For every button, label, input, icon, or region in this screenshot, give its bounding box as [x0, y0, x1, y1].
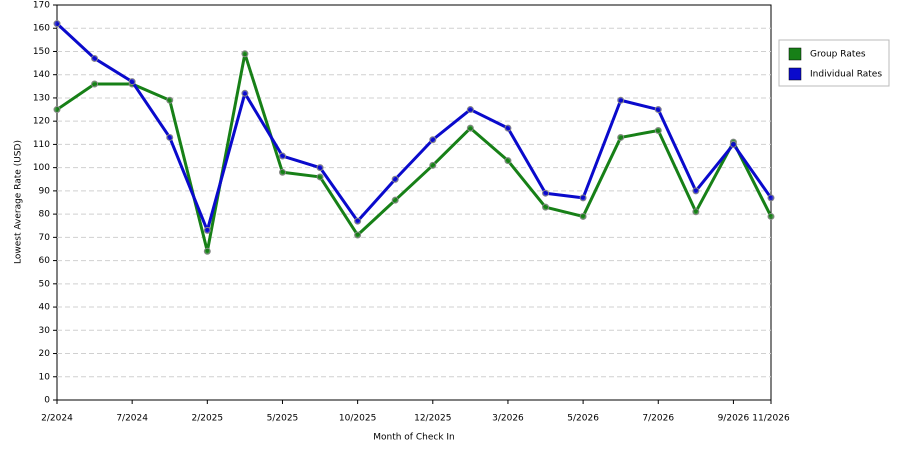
y-tick-label: 60	[39, 256, 51, 266]
data-point	[504, 124, 512, 132]
y-axis-label: Lowest Average Rate (USD)	[14, 140, 24, 264]
data-point	[466, 124, 474, 132]
legend-label: Group Rates	[810, 50, 866, 60]
series-line	[55, 22, 773, 232]
data-point	[617, 96, 625, 104]
data-point	[354, 217, 362, 225]
data-point	[391, 175, 399, 183]
data-point	[692, 187, 700, 195]
y-tick-label: 150	[33, 47, 50, 57]
data-point	[91, 80, 99, 88]
data-point	[241, 89, 249, 97]
data-point	[429, 136, 437, 144]
y-tick-label: 80	[39, 210, 51, 220]
legend-swatch	[788, 47, 802, 61]
x-tick-label: 9/2026	[718, 414, 750, 424]
x-tick-label: 10/2025	[339, 414, 376, 424]
legend-swatch	[788, 67, 802, 81]
data-point	[617, 133, 625, 141]
y-tick-label: 20	[39, 349, 51, 359]
data-point	[91, 54, 99, 62]
y-tick-label: 110	[33, 140, 50, 150]
y-tick-label: 0	[44, 396, 50, 406]
data-point	[166, 96, 174, 104]
y-tick-label: 160	[33, 24, 50, 34]
y-tick-label: 40	[39, 303, 51, 313]
data-point	[354, 231, 362, 239]
data-point	[391, 196, 399, 204]
x-tick-label: 11/2026	[752, 414, 790, 424]
data-point	[767, 194, 775, 202]
x-tick-label: 7/2026	[642, 414, 674, 424]
x-tick-label: 7/2024	[116, 414, 148, 424]
data-point	[542, 189, 550, 197]
data-point	[692, 208, 700, 216]
y-tick-label: 100	[33, 163, 50, 173]
plot-area	[56, 4, 772, 401]
data-point	[278, 152, 286, 160]
data-point	[128, 78, 136, 86]
data-point	[729, 140, 737, 148]
y-tick-label: 90	[39, 186, 51, 196]
x-tick-label: 5/2025	[267, 414, 299, 424]
y-tick-label: 70	[39, 233, 51, 243]
data-point	[316, 173, 324, 181]
data-point	[241, 50, 249, 58]
data-point	[579, 194, 587, 202]
data-point	[767, 212, 775, 220]
x-axis-label: Month of Check In	[373, 433, 455, 443]
y-tick-label: 140	[33, 70, 50, 80]
data-point	[316, 164, 324, 172]
x-tick-label: 3/2026	[492, 414, 524, 424]
data-point	[203, 247, 211, 255]
data-point	[278, 168, 286, 176]
data-point	[654, 126, 662, 134]
data-point	[429, 161, 437, 169]
y-tick-label: 120	[33, 117, 50, 127]
data-point	[53, 20, 61, 28]
y-tick-label: 130	[33, 93, 50, 103]
data-point	[466, 106, 474, 114]
x-tick-label: 12/2025	[414, 414, 451, 424]
series-line	[56, 52, 773, 253]
data-point	[504, 157, 512, 165]
data-point	[654, 106, 662, 114]
y-tick-label: 50	[39, 279, 51, 289]
data-point	[203, 226, 211, 234]
y-tick-label: 10	[39, 372, 51, 382]
x-tick-label: 5/2026	[567, 414, 599, 424]
data-point	[53, 106, 61, 114]
y-tick-label: 170	[33, 1, 50, 11]
data-point	[166, 133, 174, 141]
data-point	[542, 203, 550, 211]
x-tick-label: 2/2024	[41, 414, 73, 424]
data-point	[579, 212, 587, 220]
x-tick-label: 2/2025	[191, 414, 223, 424]
legend-label: Individual Rates	[810, 70, 882, 80]
y-tick-label: 30	[39, 326, 51, 336]
